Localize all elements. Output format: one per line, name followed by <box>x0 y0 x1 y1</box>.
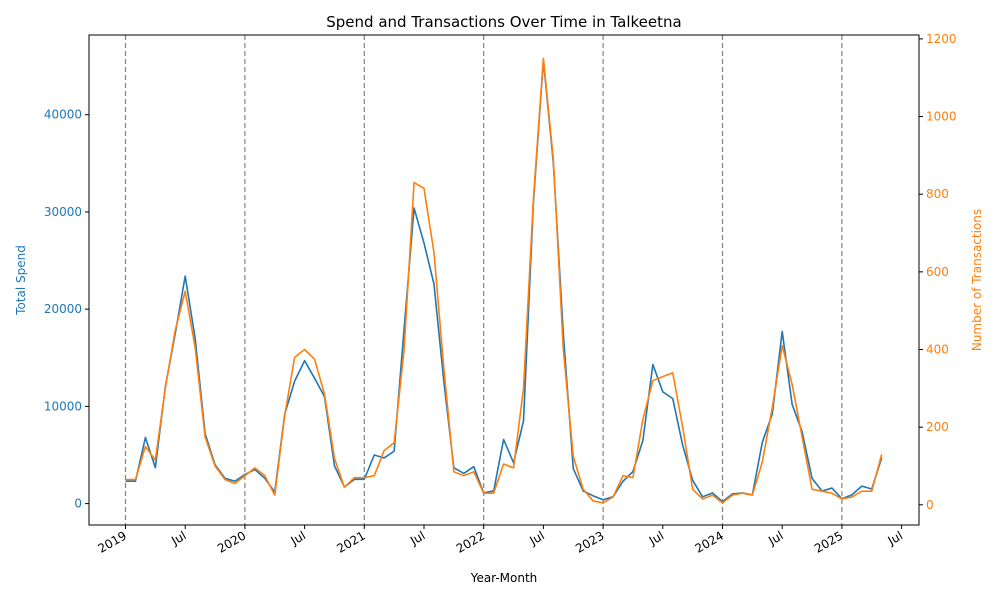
transactions-series-line <box>125 57 883 504</box>
y-left-tick-label: 30000 <box>44 205 82 219</box>
x-tick-label: 2022 <box>454 528 487 555</box>
y-right-tick-label: 0 <box>926 498 934 512</box>
y-axis-right-label: Number of Transactions <box>970 209 984 351</box>
y-right-tick-label: 800 <box>926 187 949 201</box>
y-right-tick-label: 400 <box>926 343 949 357</box>
x-tick-label: 2024 <box>693 528 726 555</box>
x-tick-label: Jul <box>646 528 666 548</box>
y-right-tick-label: 1000 <box>926 110 957 124</box>
x-tick-label: Jul <box>885 528 905 548</box>
x-tick-label: 2020 <box>215 528 248 555</box>
y-left-tick-label: 10000 <box>44 399 82 413</box>
y-left-tick-label: 0 <box>74 497 82 511</box>
y-axis-left-label: Total Spend <box>14 245 28 316</box>
x-tick-label: 2021 <box>334 528 367 555</box>
plot-frame <box>88 34 920 526</box>
x-tick-label: 2023 <box>573 528 606 555</box>
axes: 0 10000 20000 30000 40000 0 200 400 600 800 1000 12… <box>44 32 957 556</box>
x-tick-label: Jul <box>168 528 188 548</box>
chart-title: Spend and Transactions Over Time in Talk… <box>326 13 681 31</box>
y-left-tick-label: 20000 <box>44 302 82 316</box>
x-tick-label: Jul <box>526 528 546 548</box>
y-left-tick-label: 40000 <box>44 108 82 122</box>
y-right-tick-label: 1200 <box>926 32 957 46</box>
x-tick-label: Jul <box>288 528 308 548</box>
y-right-tick-label: 200 <box>926 420 949 434</box>
reference-lines <box>124 35 843 525</box>
series-lines <box>125 57 883 504</box>
x-tick-label: 2019 <box>96 528 129 555</box>
x-axis-label: Year-Month <box>470 571 538 585</box>
y-right-tick-label: 600 <box>926 265 949 279</box>
spend-series-line <box>125 59 883 503</box>
x-tick-label: Jul <box>407 528 427 548</box>
x-tick-label: 2025 <box>812 528 845 555</box>
x-tick-label: Jul <box>765 528 785 548</box>
